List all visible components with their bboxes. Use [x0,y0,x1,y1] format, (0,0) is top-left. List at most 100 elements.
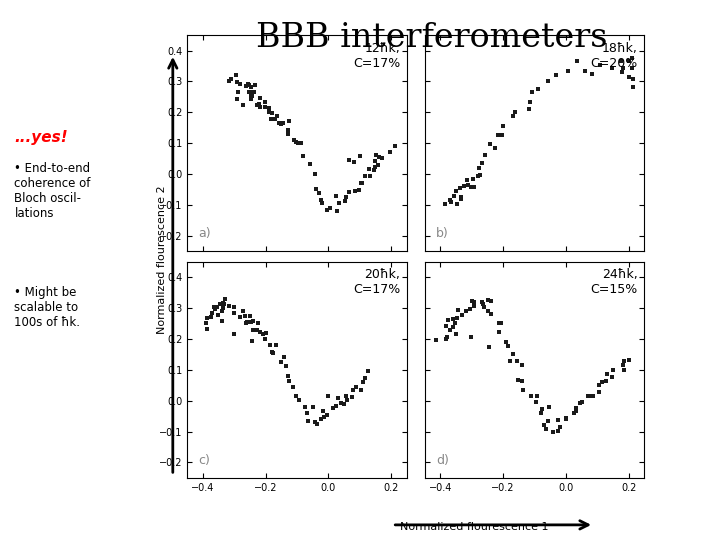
Point [489,144,500,152]
Point [477,159,488,167]
Point [246,92,258,100]
Point [355,178,366,187]
Text: 20ħk,
C=17%: 20ħk, C=17% [353,268,400,296]
Point [482,295,494,304]
Point [231,95,243,104]
Point [264,104,275,113]
Point [523,104,535,113]
Point [508,111,519,120]
Point [560,414,572,422]
Point [264,108,275,117]
Point [271,111,282,120]
Point [268,349,279,357]
Point [228,330,240,339]
Point [624,56,635,65]
Point [356,385,367,394]
Point [480,151,491,159]
Point [485,310,497,319]
Text: 12ħk,
C=17%: 12ħk, C=17% [353,42,400,70]
Point [318,407,329,415]
Point [348,157,360,166]
Point [550,71,562,79]
Point [242,79,253,88]
Text: ...yes!: ...yes! [14,130,68,145]
Point [459,182,470,191]
Point [321,206,333,214]
Point [626,63,638,72]
Point [460,306,472,315]
Point [467,174,479,183]
Point [524,97,536,106]
Point [223,77,235,85]
Point [570,407,582,415]
Point [575,398,586,407]
Point [617,64,629,72]
Point [509,108,521,117]
Point [254,103,266,111]
Point [552,416,564,425]
Point [214,300,225,308]
Point [246,91,257,99]
Point [450,329,462,338]
Point [239,312,251,321]
Point [535,409,546,417]
Point [451,200,463,208]
Point [439,200,451,208]
Point [469,301,480,310]
Point [606,63,618,72]
Text: b): b) [436,227,449,240]
Point [349,186,361,195]
Point [616,57,627,65]
Point [540,424,552,433]
Point [333,199,344,208]
Point [331,207,343,215]
Point [445,196,456,205]
Point [284,117,295,125]
Point [492,131,503,139]
Point [269,115,281,124]
Point [617,361,629,370]
Point [451,313,462,322]
Point [441,334,452,343]
Point [243,81,255,90]
Point [341,193,352,201]
Point [228,303,239,312]
Point [257,329,269,338]
Point [325,203,336,212]
Point [259,335,271,344]
Point [577,398,588,407]
Point [230,71,242,79]
Point [474,171,485,179]
Point [245,83,256,91]
Point [608,366,619,374]
Text: • End-to-end
coherence of
Bloch oscil-
lations: • End-to-end coherence of Bloch oscil- l… [14,162,91,220]
Point [234,313,246,321]
Point [525,392,536,400]
Point [371,151,382,159]
Point [376,154,387,163]
Point [209,305,220,314]
Point [543,77,554,85]
Point [626,53,638,62]
Point [343,156,354,164]
Point [355,151,366,160]
Point [228,308,240,317]
Point [212,310,223,319]
Point [543,402,554,411]
Point [601,370,613,379]
Point [265,340,276,349]
Point [600,377,612,386]
Point [472,172,483,180]
Point [297,152,309,160]
Point [222,301,234,310]
Point [454,184,466,192]
Point [211,303,222,312]
Point [243,87,254,96]
Point [247,316,258,325]
Point [287,382,299,391]
Point [593,388,604,397]
Point [617,68,629,77]
Point [618,356,629,365]
Point [234,79,246,88]
Point [452,306,464,314]
